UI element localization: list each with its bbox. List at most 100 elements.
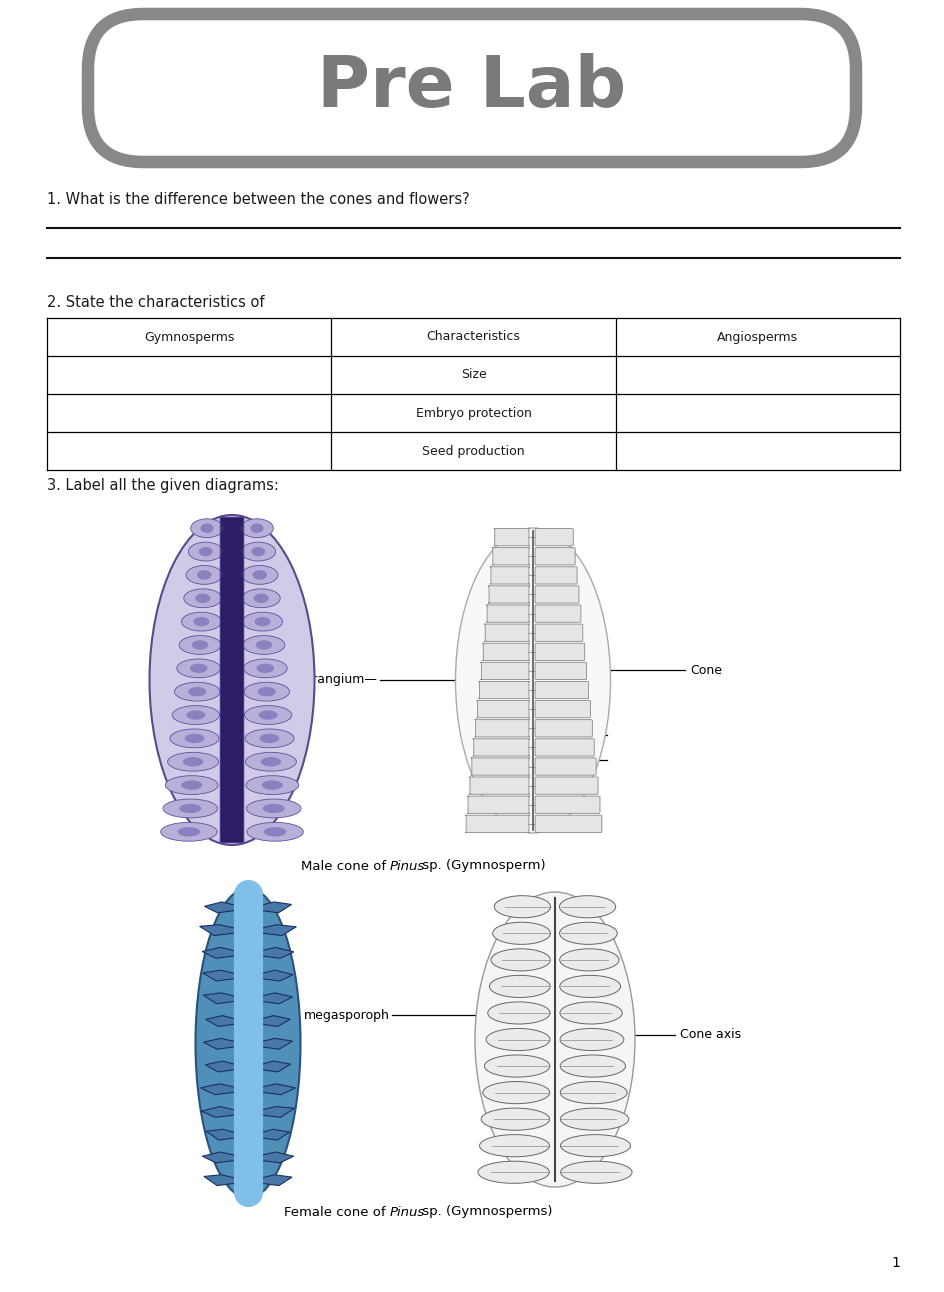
- Ellipse shape: [170, 729, 219, 748]
- Ellipse shape: [179, 804, 201, 813]
- FancyBboxPatch shape: [481, 643, 530, 660]
- Polygon shape: [255, 947, 294, 959]
- Ellipse shape: [560, 1056, 625, 1078]
- Ellipse shape: [196, 570, 211, 580]
- Text: Cone: Cone: [689, 664, 721, 677]
- FancyBboxPatch shape: [468, 776, 530, 795]
- FancyBboxPatch shape: [464, 815, 530, 832]
- FancyBboxPatch shape: [534, 720, 592, 736]
- Ellipse shape: [245, 752, 296, 771]
- Ellipse shape: [186, 711, 205, 720]
- Ellipse shape: [181, 612, 221, 630]
- Text: 1. What is the difference between the cones and flowers?: 1. What is the difference between the co…: [47, 193, 469, 207]
- Ellipse shape: [244, 705, 292, 725]
- Ellipse shape: [560, 1109, 628, 1130]
- Ellipse shape: [261, 780, 282, 789]
- Ellipse shape: [560, 1028, 623, 1050]
- Text: sp. (Gymnosperms): sp. (Gymnosperms): [417, 1205, 552, 1218]
- Ellipse shape: [188, 687, 206, 696]
- Polygon shape: [206, 1129, 240, 1140]
- Text: Angiosperms: Angiosperms: [716, 331, 798, 344]
- Ellipse shape: [475, 891, 634, 1187]
- FancyBboxPatch shape: [491, 548, 530, 565]
- FancyBboxPatch shape: [534, 643, 584, 660]
- Ellipse shape: [195, 593, 211, 603]
- Text: Cone axis: Cone axis: [680, 1028, 740, 1041]
- Polygon shape: [202, 947, 240, 959]
- Ellipse shape: [198, 547, 212, 557]
- FancyBboxPatch shape: [487, 585, 530, 603]
- Ellipse shape: [243, 636, 284, 654]
- Text: 3. Label all the given diagrams:: 3. Label all the given diagrams:: [47, 478, 278, 494]
- Polygon shape: [200, 1084, 240, 1094]
- Ellipse shape: [480, 1109, 549, 1130]
- Ellipse shape: [188, 543, 223, 561]
- FancyBboxPatch shape: [474, 720, 530, 736]
- FancyBboxPatch shape: [485, 605, 530, 623]
- Ellipse shape: [192, 641, 209, 650]
- Ellipse shape: [482, 1081, 549, 1103]
- Ellipse shape: [260, 734, 279, 743]
- Ellipse shape: [177, 659, 220, 678]
- FancyBboxPatch shape: [220, 517, 244, 842]
- Text: megasporoph: megasporoph: [304, 1009, 390, 1022]
- Polygon shape: [204, 1174, 240, 1186]
- Ellipse shape: [200, 523, 213, 532]
- FancyBboxPatch shape: [534, 585, 579, 603]
- Ellipse shape: [479, 1134, 548, 1156]
- FancyBboxPatch shape: [534, 681, 588, 699]
- Polygon shape: [203, 970, 240, 981]
- Polygon shape: [255, 1106, 295, 1118]
- Ellipse shape: [560, 1162, 632, 1183]
- Ellipse shape: [250, 523, 263, 532]
- Polygon shape: [255, 970, 293, 981]
- Ellipse shape: [149, 516, 314, 845]
- Polygon shape: [255, 1061, 291, 1072]
- Ellipse shape: [559, 975, 620, 997]
- FancyBboxPatch shape: [493, 528, 530, 545]
- Ellipse shape: [487, 1001, 549, 1025]
- Text: 1: 1: [890, 1256, 899, 1270]
- Ellipse shape: [242, 566, 278, 584]
- Text: Seed production: Seed production: [422, 444, 524, 457]
- Ellipse shape: [253, 593, 268, 603]
- Ellipse shape: [172, 705, 219, 725]
- Ellipse shape: [246, 798, 301, 818]
- Text: Size: Size: [460, 368, 486, 381]
- FancyBboxPatch shape: [534, 548, 575, 565]
- Text: microsporangium—: microsporangium—: [256, 673, 378, 686]
- Ellipse shape: [245, 775, 298, 795]
- Ellipse shape: [162, 798, 217, 818]
- Ellipse shape: [560, 1001, 621, 1025]
- Ellipse shape: [167, 752, 218, 771]
- FancyBboxPatch shape: [489, 567, 530, 584]
- Ellipse shape: [252, 570, 267, 580]
- FancyBboxPatch shape: [478, 681, 530, 699]
- Text: 2. State the characteristics of: 2. State the characteristics of: [47, 295, 264, 310]
- Polygon shape: [255, 1129, 290, 1140]
- Ellipse shape: [262, 804, 284, 813]
- Polygon shape: [201, 1106, 240, 1118]
- Ellipse shape: [181, 780, 202, 789]
- Ellipse shape: [263, 827, 286, 836]
- FancyBboxPatch shape: [534, 796, 599, 814]
- Ellipse shape: [246, 823, 303, 841]
- Ellipse shape: [560, 1081, 627, 1103]
- FancyBboxPatch shape: [534, 663, 586, 680]
- Polygon shape: [255, 925, 296, 935]
- Polygon shape: [255, 992, 293, 1004]
- Ellipse shape: [244, 729, 294, 748]
- Ellipse shape: [241, 543, 276, 561]
- FancyBboxPatch shape: [534, 700, 590, 718]
- Ellipse shape: [484, 1056, 549, 1078]
- Ellipse shape: [242, 589, 280, 607]
- Text: Gymnosperms: Gymnosperms: [143, 331, 234, 344]
- Ellipse shape: [261, 757, 280, 766]
- Ellipse shape: [491, 948, 549, 970]
- FancyBboxPatch shape: [88, 14, 855, 162]
- Polygon shape: [203, 992, 240, 1004]
- Text: Pinus: Pinus: [390, 1205, 425, 1218]
- Ellipse shape: [560, 1134, 630, 1156]
- Ellipse shape: [494, 895, 550, 917]
- Ellipse shape: [244, 659, 287, 678]
